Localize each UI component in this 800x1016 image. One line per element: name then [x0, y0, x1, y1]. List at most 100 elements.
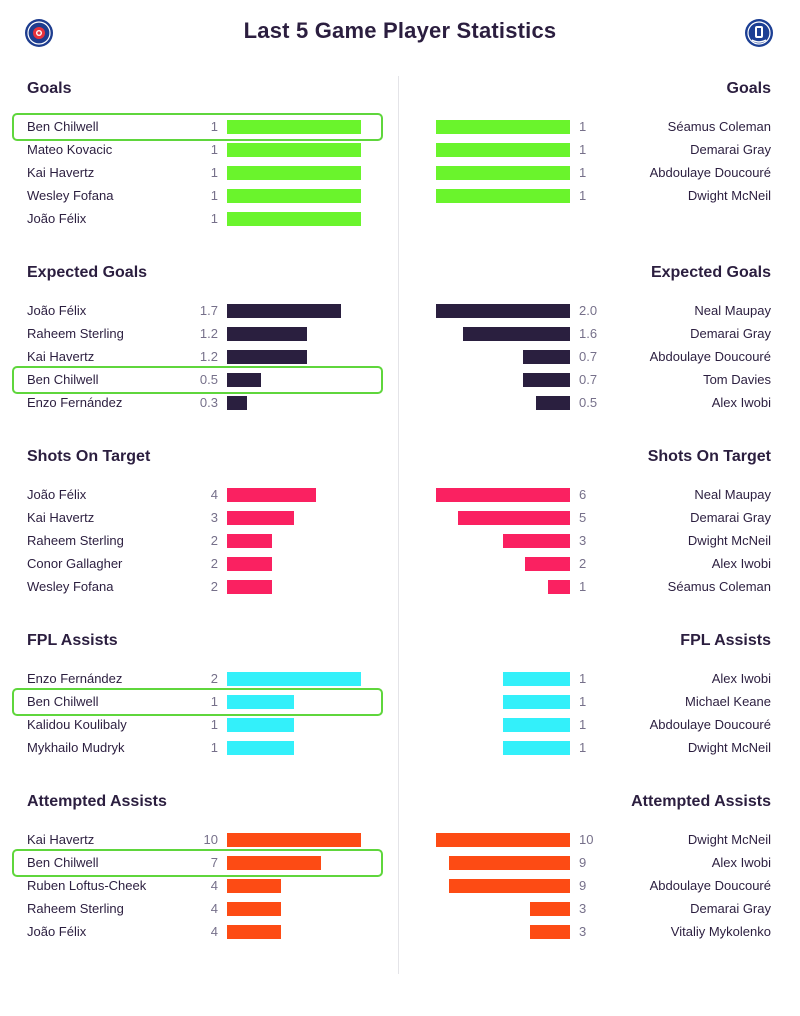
- stat-bar: [227, 833, 361, 847]
- stat-bar: [227, 856, 321, 870]
- highlight-box: [12, 366, 383, 394]
- player-name: Abdoulaye Doucouré: [649, 717, 771, 732]
- player-name: Tom Davies: [703, 372, 771, 387]
- player-name: Kai Havertz: [27, 349, 95, 364]
- stat-value: 1: [579, 717, 587, 732]
- everton-crest-icon: [745, 19, 773, 47]
- player-name: Demarai Gray: [690, 142, 771, 157]
- player-name: Kai Havertz: [27, 510, 95, 525]
- stat-bar: [436, 833, 570, 847]
- stat-value: 1: [579, 188, 587, 203]
- stat-value: 9: [579, 855, 587, 870]
- stat-bar: [227, 143, 361, 157]
- stat-value: 2: [210, 556, 218, 571]
- stat-bar: [436, 189, 570, 203]
- player-name: Neal Maupay: [694, 487, 771, 502]
- player-name: Wesley Fofana: [27, 579, 114, 594]
- stat-value: 4: [210, 878, 218, 893]
- stat-bar: [227, 557, 272, 571]
- stat-bar: [227, 304, 341, 318]
- stat-value: 1.2: [199, 349, 218, 364]
- stat-bar: [449, 856, 570, 870]
- stat-bar: [525, 557, 570, 571]
- stat-value: 1: [579, 671, 587, 686]
- stat-value: 1: [210, 694, 218, 709]
- stat-value: 1: [579, 165, 587, 180]
- stat-bar: [227, 925, 281, 939]
- stat-bar: [449, 879, 570, 893]
- player-name: Alex Iwobi: [711, 395, 771, 410]
- page-title: Last 5 Game Player Statistics: [243, 18, 557, 43]
- stat-bar: [227, 534, 272, 548]
- player-name: Mateo Kovacic: [27, 142, 113, 157]
- player-name: Ben Chilwell: [27, 694, 99, 709]
- stat-value: 1: [210, 119, 218, 134]
- stat-bar: [548, 580, 570, 594]
- section-title-left: Attempted Assists: [27, 793, 167, 810]
- stat-value: 4: [210, 924, 218, 939]
- player-name: Enzo Fernández: [27, 671, 123, 686]
- stat-value: 0.3: [199, 395, 218, 410]
- stat-value: 2: [210, 533, 218, 548]
- player-name: Raheem Sterling: [27, 533, 124, 548]
- stat-value: 4: [210, 487, 218, 502]
- stat-bar: [523, 350, 570, 364]
- stat-value: 1: [579, 142, 587, 157]
- section-title-right: Goals: [726, 80, 771, 97]
- player-name: Ruben Loftus-Cheek: [27, 878, 147, 893]
- player-name: Alex Iwobi: [711, 855, 771, 870]
- highlight-box: [12, 688, 383, 716]
- stat-value: 3: [579, 924, 587, 939]
- player-name: Kai Havertz: [27, 832, 95, 847]
- stat-value: 3: [210, 510, 218, 525]
- stat-value: 1.2: [199, 326, 218, 341]
- player-name: Demarai Gray: [690, 326, 771, 341]
- stat-value: 9: [579, 878, 587, 893]
- chelsea-crest-icon: [25, 19, 53, 47]
- player-name: Ben Chilwell: [27, 119, 99, 134]
- player-name: Ben Chilwell: [27, 855, 99, 870]
- player-name: Raheem Sterling: [27, 901, 124, 916]
- player-name: Neal Maupay: [694, 303, 771, 318]
- stat-bar: [227, 718, 294, 732]
- stat-bar: [436, 304, 570, 318]
- stat-value: 2: [210, 579, 218, 594]
- stat-bar: [436, 120, 570, 134]
- stat-value: 3: [579, 533, 587, 548]
- stat-value: 2: [210, 671, 218, 686]
- section-title-left: FPL Assists: [27, 632, 118, 649]
- stat-value: 1: [210, 211, 218, 226]
- stat-bar: [227, 396, 247, 410]
- stat-value: 10: [579, 832, 594, 847]
- stat-value: 3: [579, 901, 587, 916]
- stat-bar: [503, 741, 570, 755]
- stat-value: 0.5: [579, 395, 598, 410]
- stat-value: 7: [210, 855, 218, 870]
- stat-value: 4: [210, 901, 218, 916]
- stat-value: 1: [579, 119, 587, 134]
- stat-bar: [227, 695, 294, 709]
- stat-bar: [503, 695, 570, 709]
- stat-bar: [436, 488, 570, 502]
- stat-bar: [227, 488, 316, 502]
- stat-bar: [503, 718, 570, 732]
- stat-value: 1: [210, 740, 218, 755]
- center-divider: [398, 76, 399, 974]
- stat-bar: [227, 166, 361, 180]
- stat-bar: [227, 741, 294, 755]
- stat-bar: [530, 902, 570, 916]
- player-name: Enzo Fernández: [27, 395, 123, 410]
- stat-bar: [503, 534, 570, 548]
- stat-value: 1: [210, 717, 218, 732]
- player-name: Demarai Gray: [690, 901, 771, 916]
- player-name: João Félix: [27, 303, 87, 318]
- player-name: Dwight McNeil: [687, 740, 771, 755]
- stat-bar: [227, 350, 307, 364]
- player-name: Dwight McNeil: [687, 832, 771, 847]
- stat-value: 1.6: [579, 326, 598, 341]
- stat-value: 0.7: [579, 372, 598, 387]
- stat-bar: [227, 120, 361, 134]
- stat-value: 1.7: [199, 303, 218, 318]
- player-name: Dwight McNeil: [687, 188, 771, 203]
- player-name: Michael Keane: [685, 694, 771, 709]
